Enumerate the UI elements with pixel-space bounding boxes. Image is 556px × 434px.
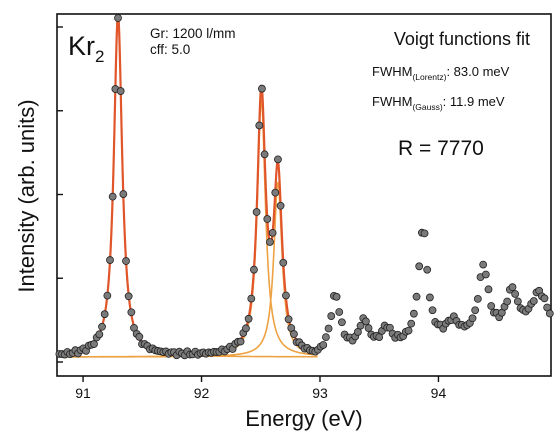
- data-point-161: [484, 285, 493, 294]
- data-points: [55, 14, 554, 360]
- data-point-72: [247, 294, 256, 303]
- data-point-138: [423, 265, 432, 274]
- data-point-19: [106, 256, 114, 264]
- data-point-171: [511, 290, 520, 298]
- fwhm-lorentz-subscript: (Lorentz): [412, 72, 446, 82]
- data-point-137: [420, 229, 429, 238]
- x-tick-label-3: 94: [431, 385, 447, 401]
- data-point-83: [276, 201, 285, 210]
- data-point-74: [252, 208, 261, 216]
- data-point-73: [250, 265, 258, 274]
- data-point-105: [335, 308, 344, 316]
- fwhm-lorentz-label: FWHM: [372, 64, 412, 79]
- data-point-116: [364, 324, 373, 332]
- y-axis-label: Intensity (arb. units): [14, 99, 39, 292]
- data-point-15: [95, 330, 104, 339]
- data-point-115: [361, 317, 370, 326]
- svg-text:Kr2: Kr2: [68, 31, 104, 66]
- data-point-135: [415, 262, 424, 271]
- data-point-101: [324, 324, 333, 333]
- fwhm-gauss-label: FWHM: [372, 94, 412, 109]
- data-point-20: [108, 192, 117, 201]
- data-point-78: [263, 215, 272, 223]
- data-point-26: [124, 292, 133, 301]
- x-tick-label-2: 93: [312, 385, 328, 401]
- data-point-172: [513, 297, 522, 306]
- data-point-27: [127, 308, 136, 317]
- data-point-132: [407, 319, 416, 328]
- fwhm-lorentz-annotation: FWHM(Lorentz): 83.0 meV: [372, 64, 510, 82]
- fwhm-gauss-value: : 11.9 meV: [443, 94, 505, 109]
- data-point-184: [545, 309, 554, 318]
- data-point-22: [114, 14, 122, 22]
- data-point-162: [487, 302, 496, 310]
- data-point-70: [242, 324, 250, 333]
- data-point-23: [116, 87, 125, 95]
- data-point-76: [258, 84, 266, 93]
- data-point-17: [100, 310, 109, 319]
- species-annotation: Kr2: [68, 31, 104, 66]
- cff-annotation: cff: 5.0: [150, 42, 190, 57]
- species-main: Kr: [68, 31, 95, 61]
- data-point-18: [103, 291, 112, 300]
- data-point-139: [425, 293, 434, 302]
- data-point-84: [279, 258, 288, 267]
- data-point-168: [503, 297, 512, 306]
- data-point-16: [98, 322, 106, 331]
- data-point-170: [508, 283, 517, 292]
- data-point-99: [319, 341, 328, 349]
- data-point-85: [282, 291, 290, 300]
- data-point-71: [244, 314, 253, 323]
- data-point-106: [338, 318, 346, 327]
- data-point-24: [119, 190, 128, 198]
- data-point-140: [428, 306, 437, 315]
- fwhm-gauss-annotation: FWHM(Gauss): 11.9 meV: [372, 94, 505, 112]
- data-point-100: [322, 333, 330, 342]
- y-axis-ticks: [57, 26, 63, 363]
- fit-title-annotation: Voigt functions fit: [394, 29, 530, 49]
- data-point-134: [412, 292, 421, 301]
- data-point-13: [90, 340, 98, 348]
- data-point-178: [529, 297, 538, 305]
- x-axis-label: Energy (eV): [245, 406, 362, 431]
- data-point-156: [471, 306, 480, 315]
- fwhm-gauss-subscript: (Gauss): [412, 102, 442, 112]
- data-point-81: [271, 188, 280, 197]
- data-point-82: [274, 155, 282, 164]
- data-point-30: [135, 332, 144, 341]
- data-point-157: [473, 294, 482, 303]
- data-point-133: [409, 309, 418, 318]
- data-point-113: [356, 321, 365, 330]
- fwhm-lorentz-value: : 83.0 meV: [446, 64, 509, 79]
- data-point-102: [327, 312, 336, 320]
- data-point-159: [479, 260, 488, 269]
- data-point-77: [260, 150, 269, 159]
- data-point-25: [122, 257, 130, 265]
- data-point-79: [266, 238, 274, 246]
- data-point-68: [236, 337, 245, 346]
- species-subscript: 2: [95, 47, 104, 66]
- data-point-160: [481, 270, 490, 279]
- data-point-80: [268, 228, 277, 237]
- data-point-75: [255, 121, 264, 130]
- x-tick-label-0: 91: [75, 385, 91, 401]
- data-point-88: [290, 330, 298, 338]
- resolving-power-annotation: R = 7770: [398, 137, 484, 160]
- data-point-155: [468, 314, 477, 323]
- grating-annotation: Gr: 1200 l/mm: [150, 26, 236, 41]
- data-point-131: [404, 326, 413, 335]
- data-point-86: [284, 315, 293, 324]
- data-point-182: [540, 294, 549, 303]
- x-tick-label-1: 92: [194, 385, 210, 401]
- x-axis-ticks: 91 92 93 94: [75, 376, 446, 401]
- data-point-104: [332, 292, 341, 301]
